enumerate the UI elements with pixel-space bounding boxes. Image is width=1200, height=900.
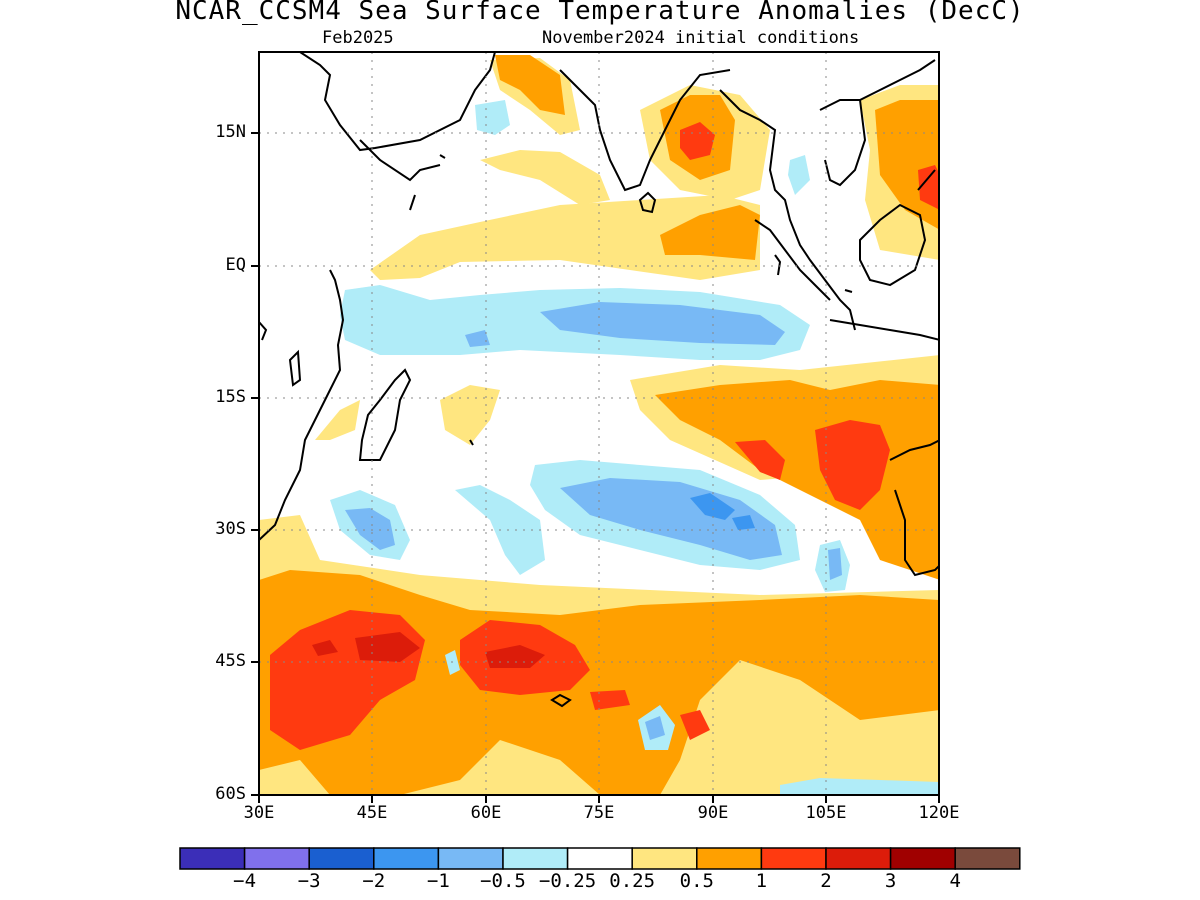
colorbar-swatch — [631, 847, 698, 870]
colorbar-swatch — [308, 847, 375, 870]
y-label-15s: 15S — [215, 387, 246, 407]
x-label-30e: 30E — [243, 803, 275, 823]
colorbar-swatch — [437, 847, 504, 870]
coastlines — [259, 52, 939, 708]
colorbar-swatch — [373, 847, 440, 870]
x-label-90e: 90E — [697, 803, 729, 823]
colorbar-label: 0.5 — [679, 870, 714, 892]
valid-month: Feb2025 — [322, 28, 394, 48]
x-label-60e: 60E — [470, 803, 502, 823]
colorbar-swatch — [179, 847, 246, 870]
colorbar-label: −1 — [426, 870, 450, 892]
colorbar-label: 1 — [755, 870, 768, 892]
colorbar-label: −4 — [233, 870, 257, 892]
anomaly-band-neg0p5 — [345, 302, 842, 740]
colorbar-swatch — [889, 847, 956, 870]
colorbar-swatch — [954, 847, 1021, 870]
map-title: NCAR_CCSM4 Sea Surface Temperature Anoma… — [175, 0, 1025, 26]
colorbar-label: 0.25 — [609, 870, 656, 892]
colorbar-label: 2 — [820, 870, 832, 892]
axis-ticks — [251, 132, 940, 803]
y-label-60s: 60S — [215, 784, 246, 804]
x-label-105e: 105E — [805, 803, 847, 823]
colorbar-swatch — [696, 847, 763, 870]
gridlines — [259, 52, 939, 795]
colorbar-label: 3 — [884, 870, 897, 892]
x-label-120e: 120E — [918, 803, 960, 823]
anomaly-band-neg1 — [690, 493, 755, 530]
init-conditions: November2024 initial conditions — [542, 28, 860, 48]
y-label-45s: 45S — [215, 651, 246, 671]
x-label-45e: 45E — [356, 803, 388, 823]
colorbar-label: −3 — [297, 870, 321, 892]
y-label-15n: 15N — [215, 122, 246, 142]
colorbar — [179, 847, 1021, 870]
colorbar-label: −0.25 — [538, 870, 597, 892]
colorbar-label: 4 — [949, 870, 961, 892]
colorbar-swatch — [502, 847, 569, 870]
colorbar-swatch — [760, 847, 827, 870]
colorbar-swatch — [566, 847, 633, 870]
colorbar-swatch — [243, 847, 310, 870]
colorbar-swatch — [825, 847, 892, 870]
y-label-eq: EQ — [225, 255, 246, 275]
colorbar-label: −0.5 — [480, 870, 526, 892]
colorbar-label: −2 — [362, 870, 386, 892]
x-label-75e: 75E — [583, 803, 615, 823]
y-label-30s: 30S — [215, 519, 246, 539]
